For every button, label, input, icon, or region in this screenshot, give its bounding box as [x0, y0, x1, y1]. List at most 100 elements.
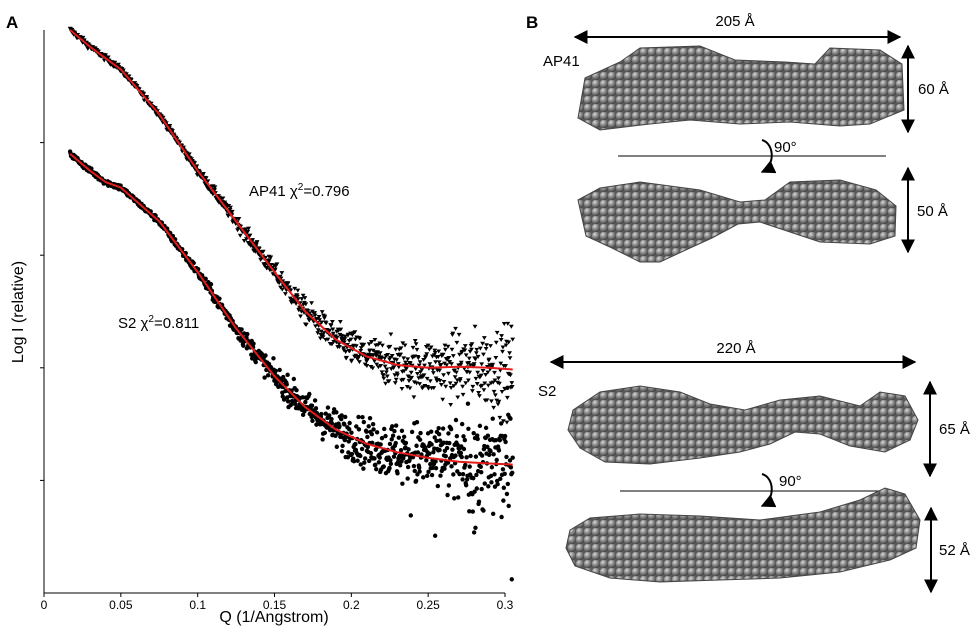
data-point-ap41 [437, 368, 442, 373]
data-point-ap41 [220, 196, 226, 201]
data-point-ap41 [491, 389, 497, 394]
data-point-s2 [401, 434, 407, 439]
data-point-ap41 [424, 376, 430, 381]
s2-side-view [565, 487, 921, 583]
data-point-s2 [281, 397, 287, 402]
data-point-s2 [292, 401, 298, 407]
data-point-s2 [388, 461, 394, 466]
data-point-ap41 [319, 310, 325, 315]
data-point-ap41 [492, 378, 498, 383]
data-point-s2 [485, 433, 491, 438]
data-point-s2 [418, 430, 423, 436]
data-point-s2 [490, 511, 496, 517]
data-point-s2 [281, 374, 286, 380]
data-point-ap41 [466, 360, 472, 365]
data-point-ap41 [389, 354, 395, 359]
data-point-s2 [467, 464, 472, 469]
data-point-ap41 [247, 233, 253, 238]
data-point-s2 [409, 429, 415, 435]
data-point-s2 [465, 401, 471, 406]
data-point-ap41 [228, 205, 233, 210]
data-point-ap41 [508, 373, 513, 378]
data-point-ap41 [134, 84, 140, 89]
data-point-s2 [369, 431, 375, 437]
data-point-s2 [271, 356, 276, 361]
data-point-ap41 [334, 335, 340, 340]
data-point-ap41 [312, 311, 318, 316]
data-point-ap41 [424, 352, 430, 357]
data-point-ap41 [480, 369, 486, 374]
data-point-s2 [434, 438, 439, 444]
data-point-ap41 [462, 344, 468, 349]
data-point-ap41 [377, 351, 383, 356]
data-point-s2 [435, 483, 441, 489]
x-tick-label: 0.1 [189, 598, 206, 612]
data-point-s2 [437, 438, 443, 443]
data-point-ap41 [452, 375, 458, 380]
data-point-ap41 [412, 338, 418, 343]
data-point-ap41 [303, 322, 309, 327]
data-point-ap41 [379, 356, 384, 361]
data-point-ap41 [186, 152, 192, 157]
data-point-ap41 [402, 343, 408, 348]
data-point-ap41 [414, 347, 420, 352]
data-point-ap41 [307, 311, 313, 316]
data-point-s2 [253, 359, 258, 365]
data-point-s2 [339, 413, 344, 418]
data-point-ap41 [343, 349, 349, 354]
data-point-ap41 [298, 309, 304, 314]
data-point-s2 [502, 471, 507, 477]
data-point-s2 [490, 416, 495, 421]
data-point-ap41 [379, 370, 385, 375]
data-point-s2 [323, 411, 328, 416]
data-point-s2 [393, 440, 398, 446]
ap41-top-view [577, 45, 905, 131]
data-point-ap41 [469, 389, 475, 394]
data-point-s2 [356, 414, 361, 420]
data-point-s2 [443, 454, 448, 459]
annotation-ap41: AP41 χ2=0.796 [249, 182, 350, 200]
data-point-ap41 [285, 281, 291, 286]
data-point-s2 [367, 416, 373, 421]
data-point-s2 [378, 442, 383, 447]
data-point-s2 [479, 453, 485, 458]
data-point-s2 [491, 452, 496, 457]
data-point-ap41 [498, 338, 504, 343]
data-point-s2 [294, 388, 299, 393]
data-point-ap41 [413, 342, 419, 347]
data-point-s2 [320, 437, 325, 442]
ap41-width-label: 205 Å [715, 13, 754, 30]
data-point-ap41 [488, 344, 493, 349]
data-point-ap41 [237, 233, 243, 238]
data-point-s2 [351, 459, 357, 464]
s2-height-label-bottom: 52 Å [939, 542, 970, 559]
data-point-s2 [331, 407, 337, 412]
data-point-ap41 [386, 379, 392, 384]
data-point-ap41 [486, 357, 492, 362]
data-point-s2 [325, 405, 331, 410]
data-point-ap41 [492, 370, 497, 375]
x-tick-label: 0.15 [263, 598, 287, 612]
data-point-ap41 [229, 209, 235, 214]
data-point-ap41 [384, 374, 390, 379]
data-point-ap41 [483, 373, 489, 378]
data-point-ap41 [500, 349, 505, 354]
data-point-s2 [433, 466, 439, 471]
data-point-ap41 [322, 314, 328, 319]
data-point-ap41 [245, 229, 251, 234]
data-point-s2 [481, 508, 486, 513]
data-point-ap41 [401, 356, 407, 361]
data-point-ap41 [344, 355, 349, 360]
data-point-ap41 [484, 343, 489, 348]
data-point-s2 [415, 450, 421, 455]
ap41-side-view [577, 179, 897, 263]
data-point-ap41 [463, 381, 469, 386]
data-point-ap41 [357, 336, 363, 341]
data-point-ap41 [315, 328, 321, 333]
annotation-ap41-name: AP41 [249, 183, 286, 200]
data-point-ap41 [440, 397, 446, 402]
data-point-ap41 [440, 352, 446, 357]
data-point-ap41 [401, 369, 407, 374]
data-point-ap41 [432, 351, 438, 356]
data-point-ap41 [316, 315, 322, 320]
